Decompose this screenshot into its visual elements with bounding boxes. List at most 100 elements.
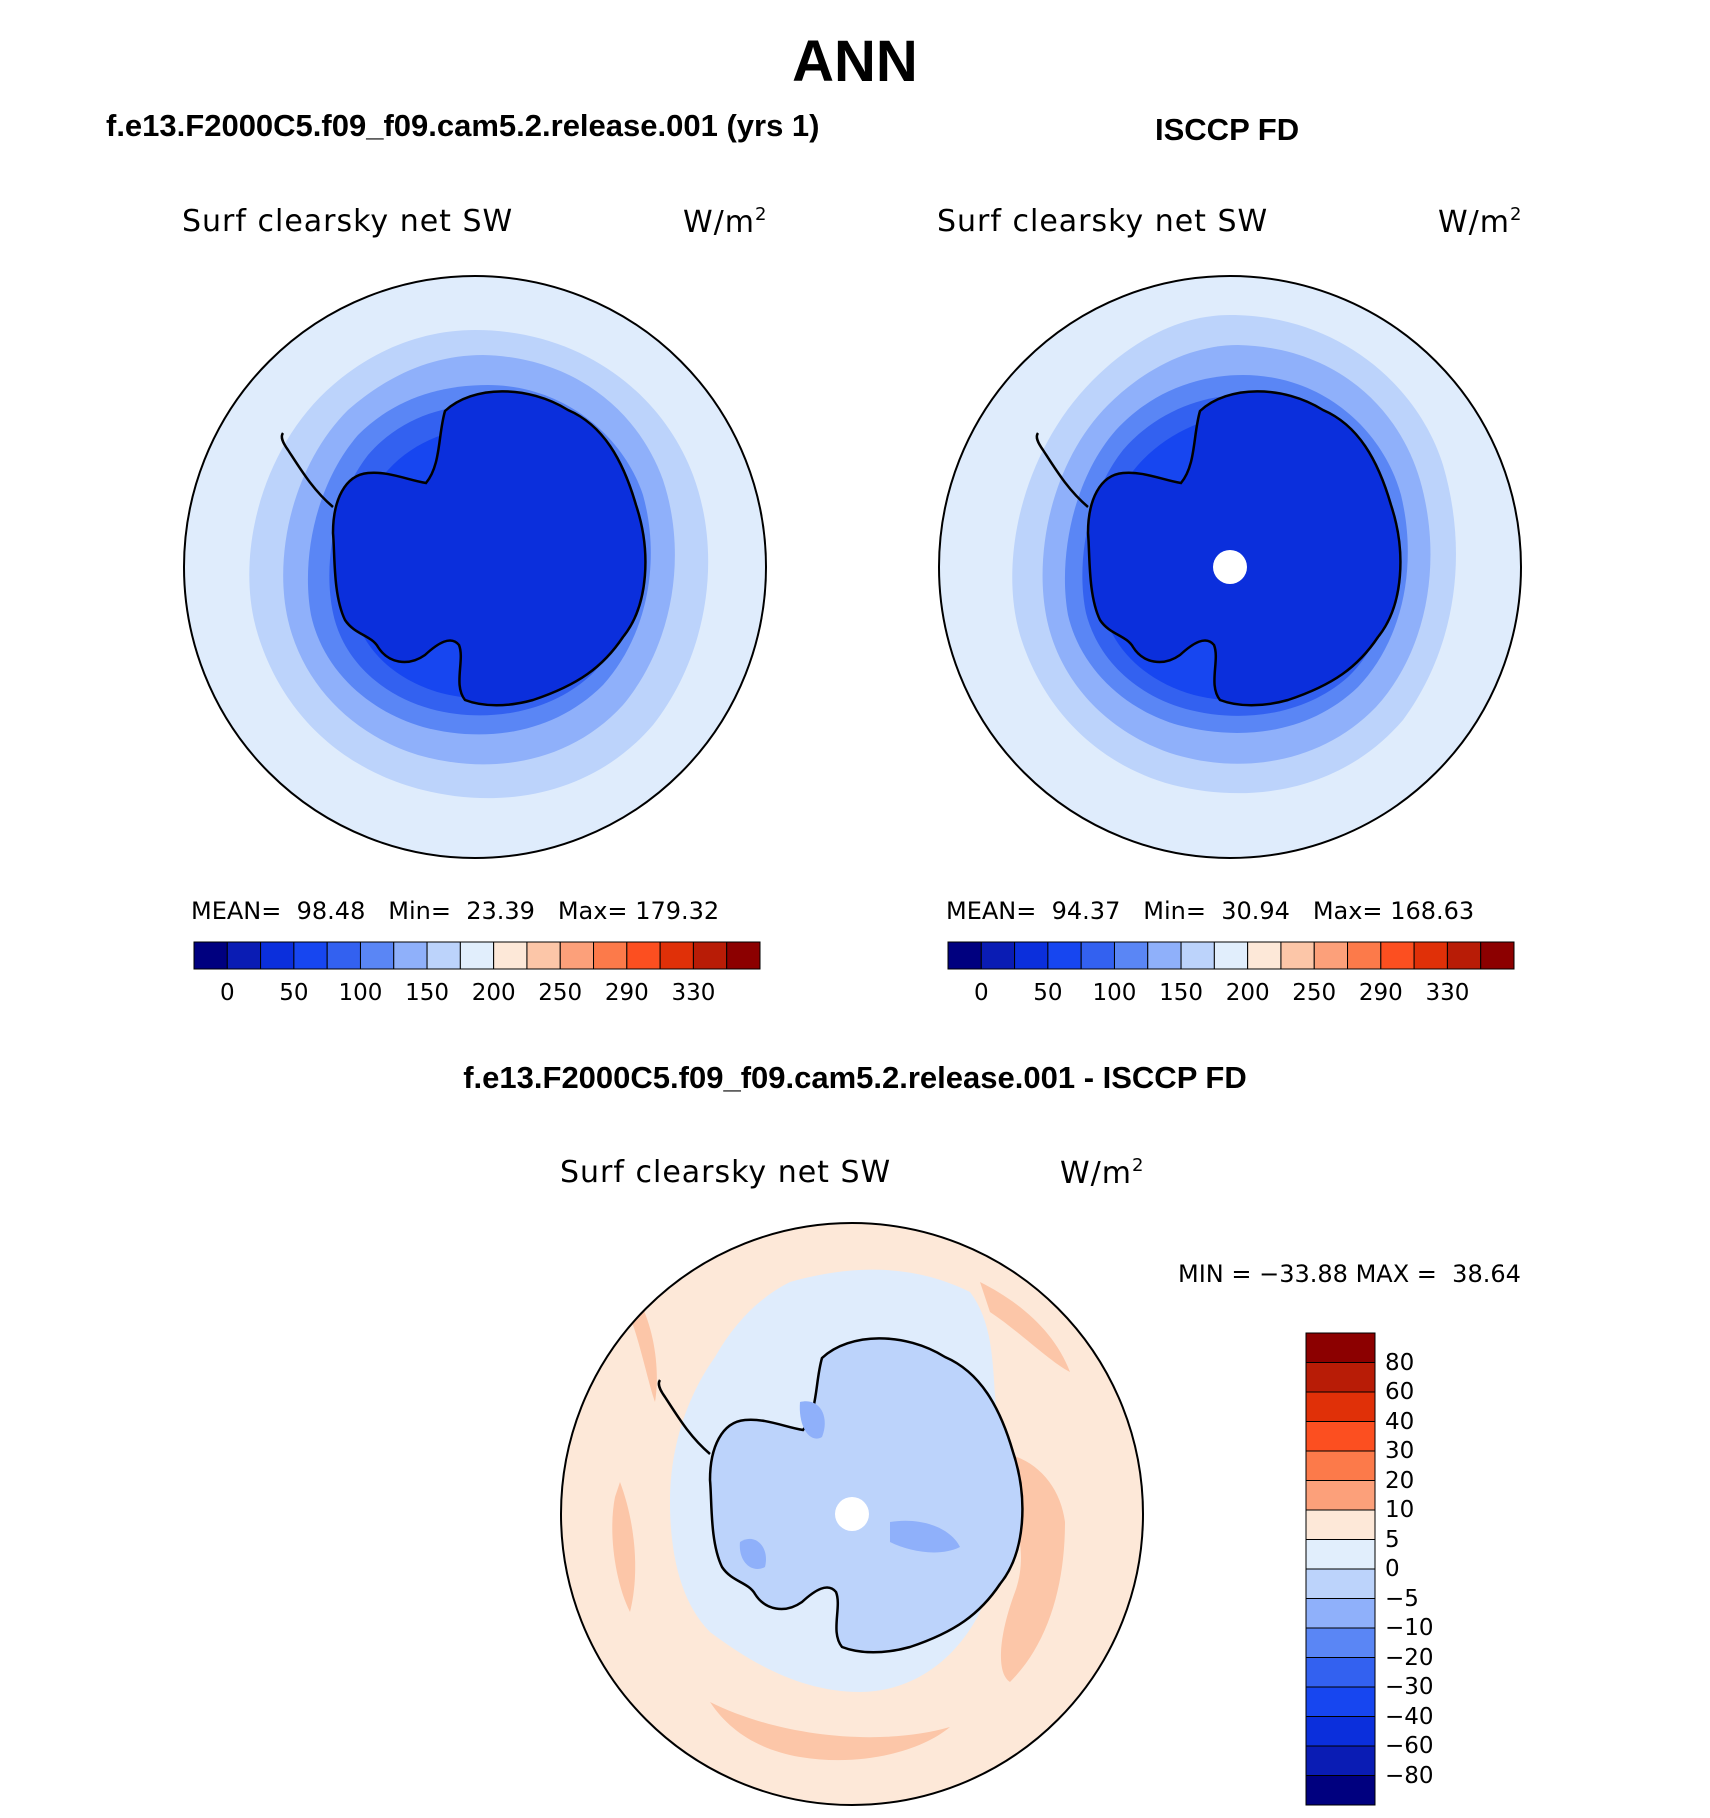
colorbar-swatch (526, 941, 561, 970)
colorbar-swatch (1446, 941, 1482, 970)
colorbar-swatch (1413, 941, 1448, 970)
colorbar-swatch (1305, 1716, 1376, 1747)
panel3-missing-data-pole (835, 1497, 869, 1531)
colorbar-tick-label: −30 (1385, 1674, 1434, 1700)
panel3-peninsula-coastline (657, 1379, 711, 1455)
colorbar-swatch (293, 941, 328, 970)
colorbar-swatch (1305, 1627, 1376, 1658)
colorbar-tick-label: 50 (1033, 980, 1063, 1006)
colorbar-swatch (1480, 941, 1515, 970)
panel2-stats: MEAN= 94.37 Min= 30.94 Max= 168.63 (946, 897, 1475, 925)
panel1-variable-label: Surf clearsky net SW (182, 204, 514, 239)
colorbar-tick-label: 30 (1385, 1438, 1415, 1464)
panel3-map-border (560, 1222, 1144, 1806)
colorbar-swatch (726, 941, 761, 970)
colorbar-swatch (459, 941, 495, 970)
panel3-positive-anomaly (612, 1482, 636, 1612)
colorbar-swatch (1305, 1657, 1376, 1688)
colorbar-swatch (1305, 1421, 1376, 1452)
colorbar-swatch (426, 941, 461, 970)
panel3-antarctica-coastline (708, 1337, 1024, 1654)
panel2-peninsula-coastline (1035, 432, 1089, 508)
colorbar-swatch (626, 941, 661, 970)
colorbar-swatch (326, 941, 361, 970)
panel2-antarctica-coastline (1086, 390, 1402, 707)
panel3-stats: MIN = −33.88 MAX = 38.64 (1178, 1260, 1521, 1288)
colorbar-tick-label: 100 (338, 980, 383, 1006)
panel2-variable-label: Surf clearsky net SW (937, 204, 1269, 239)
colorbar-swatch (1305, 1450, 1376, 1481)
colorbar-swatch (1080, 941, 1115, 970)
colorbar-tick-label: 150 (1159, 980, 1203, 1006)
colorbar-tick-label: 200 (471, 980, 516, 1006)
colorbar-swatch (1305, 1332, 1376, 1363)
colorbar-swatch (1380, 941, 1415, 970)
colorbar-swatch (1305, 1362, 1376, 1393)
colorbar-tick-label: 10 (1385, 1497, 1415, 1523)
colorbar-tick-label: 100 (1092, 980, 1137, 1006)
panel2-map-border (938, 275, 1522, 859)
colorbar-tick-label: 330 (671, 980, 716, 1006)
colorbar-swatch (1113, 941, 1149, 970)
colorbar-tick-label: −80 (1385, 1762, 1434, 1789)
colorbar-swatch (1305, 1568, 1376, 1599)
colorbar-swatch (1305, 1480, 1376, 1511)
colorbar-tick-label: 50 (279, 980, 309, 1006)
panel3-positive-anomaly (710, 1702, 950, 1761)
panel3-colorbar-ticks: 80 60 40 30 20 10 5 0 −5 −10 −20 −30 −40 −60 −80 (1385, 1333, 1465, 1805)
colorbar-tick-label: −5 (1385, 1585, 1419, 1612)
colorbar-tick-label: −20 (1385, 1644, 1434, 1671)
panel2-missing-data-pole (1213, 550, 1247, 584)
colorbar-swatch (1305, 1775, 1376, 1806)
colorbar-tick-label: 80 (1385, 1349, 1415, 1376)
colorbar-tick-label: 250 (538, 980, 583, 1006)
colorbar-tick-label: 290 (1358, 980, 1403, 1006)
colorbar-tick-label: 250 (1292, 980, 1337, 1006)
colorbar-swatch (1305, 1539, 1376, 1570)
colorbar-swatch (980, 941, 1016, 970)
colorbar-tick-label: 0 (219, 980, 235, 1006)
colorbar-swatch (1247, 941, 1282, 970)
panel2-case-title: ISCCP FD (1155, 112, 1300, 147)
colorbar-tick-label: 5 (1385, 1526, 1400, 1553)
colorbar-tick-label: 0 (1385, 1556, 1400, 1582)
panel3-positive-anomaly (980, 1282, 1070, 1372)
colorbar-tick-label: 20 (1385, 1467, 1415, 1494)
panel3-variable-label: Surf clearsky net SW (560, 1155, 892, 1190)
colorbar-swatch (260, 941, 295, 970)
colorbar-tick-label: −40 (1385, 1703, 1434, 1730)
colorbar-swatch (659, 941, 694, 970)
colorbar-tick-label: 60 (1385, 1379, 1415, 1405)
colorbar-swatch (1047, 941, 1082, 970)
panel1-antarctica-coastline (331, 390, 647, 707)
colorbar-swatch (359, 941, 395, 970)
colorbar-swatch (1147, 941, 1182, 970)
panel3-negative-anomaly (799, 1401, 825, 1439)
colorbar-swatch (1305, 1509, 1376, 1540)
colorbar-swatch (1305, 1745, 1376, 1776)
colorbar-swatch (593, 941, 628, 970)
colorbar-swatch (1347, 941, 1382, 970)
panel1-units-label: W/m2 (683, 204, 768, 240)
colorbar-tick-label: 200 (1225, 980, 1270, 1006)
panel3-negative-anomaly (739, 1538, 766, 1570)
figure-title: ANN (792, 29, 918, 94)
panel3-negative-anomaly (890, 1520, 960, 1553)
panel1-polar-map (183, 275, 767, 859)
colorbar-swatch (1313, 941, 1349, 970)
colorbar-tick-label: 330 (1425, 980, 1470, 1006)
colorbar-swatch (1280, 941, 1315, 970)
panel1-colorbar-ticks: 0 50 100 150 200 250 290 330 (194, 980, 760, 1010)
panel1-peninsula-coastline (280, 432, 334, 508)
colorbar-swatch (193, 941, 228, 970)
colorbar-swatch (1213, 941, 1249, 970)
panel3-colorbar (1305, 1332, 1376, 1806)
panel3-positive-anomaly (990, 1452, 1065, 1682)
panel2-colorbar (947, 941, 1515, 970)
panel3-units-label: W/m2 (1060, 1155, 1145, 1191)
panel1-case-title: f.e13.F2000C5.f09_f09.cam5.2.release.001… (106, 108, 820, 143)
colorbar-swatch (1305, 1391, 1376, 1422)
panel3-positive-anomaly (630, 1302, 657, 1402)
colorbar-tick-label: −10 (1385, 1615, 1434, 1641)
colorbar-tick-label: −60 (1385, 1733, 1434, 1759)
